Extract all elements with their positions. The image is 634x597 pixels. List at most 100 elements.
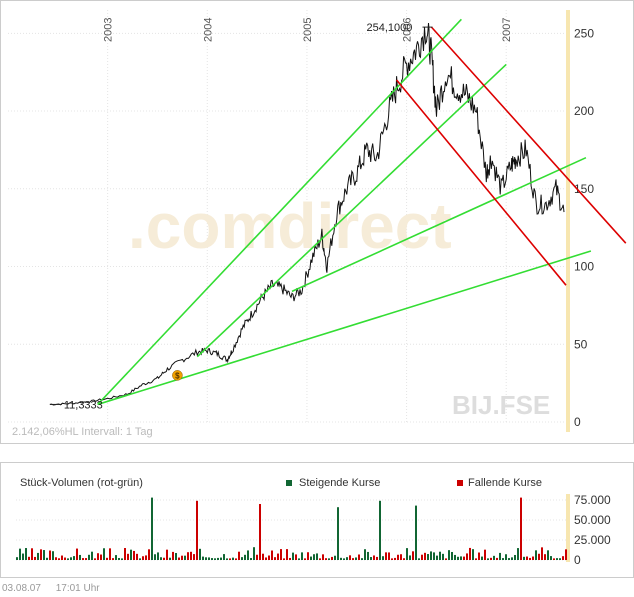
volume-bar	[493, 555, 495, 560]
volume-bar	[475, 558, 477, 560]
volume-bar	[163, 557, 165, 560]
volume-bar	[262, 553, 264, 560]
volume-bar	[541, 547, 543, 560]
volume-bar	[559, 558, 561, 560]
dividend-marker-icon	[172, 370, 183, 381]
volume-bar	[298, 558, 300, 560]
volume-bar	[538, 553, 540, 560]
volume-bar	[316, 553, 318, 560]
volume-bar	[547, 550, 549, 560]
y-tick-label: 0	[574, 415, 581, 429]
volume-bar	[286, 549, 288, 560]
volume-bar	[85, 558, 87, 560]
timestamp-footer: 03.08.07 17:01 Uhr	[2, 583, 112, 594]
footer-time: 17:01 Uhr	[55, 583, 100, 594]
volume-bar	[508, 558, 510, 560]
volume-bar	[448, 550, 450, 560]
volume-bar	[400, 554, 402, 560]
volume-bar	[484, 549, 486, 560]
volume-bar	[19, 548, 21, 560]
volume-bar	[490, 557, 492, 560]
volume-bar	[139, 558, 141, 560]
volume-bar	[292, 552, 294, 560]
volume-bar	[439, 551, 441, 560]
volume-bar	[562, 556, 564, 560]
volume-bar	[394, 557, 396, 560]
volume-bar	[355, 557, 357, 560]
symbol-label: BIJ.FSE	[452, 390, 550, 420]
volume-bar	[58, 558, 60, 560]
volume-bar	[271, 550, 273, 560]
volume-bar	[409, 555, 411, 560]
volume-bar	[406, 548, 408, 560]
volume-bar	[478, 552, 480, 560]
volume-bar	[214, 558, 216, 560]
volume-bar	[349, 555, 351, 560]
volume-bar	[460, 556, 462, 560]
volume-bar	[487, 558, 489, 560]
volume-bar	[451, 551, 453, 560]
volume-bar	[46, 557, 48, 560]
volume-bar	[181, 555, 183, 560]
volume-bar	[124, 548, 126, 560]
volume-bar	[172, 551, 174, 560]
volume-bar	[64, 557, 66, 560]
volume-bar	[91, 551, 93, 560]
volume-bar	[454, 554, 456, 560]
volume-bar	[472, 549, 474, 560]
volume-bar	[337, 507, 339, 560]
volume-bar	[499, 552, 501, 560]
volume-y-tick-label: 25.000	[574, 533, 611, 547]
volume-y-axis-ticks: 0 25.000 50.000 75.000	[574, 493, 611, 567]
dividend-marker[interactable]: $	[172, 370, 183, 381]
volume-bar	[76, 548, 78, 560]
volume-bar	[514, 554, 516, 560]
volume-bar	[304, 558, 306, 560]
volume-bar	[379, 500, 381, 560]
volume-bar	[61, 555, 63, 560]
volume-bar	[442, 553, 444, 560]
volume-bar	[445, 558, 447, 560]
volume-bar	[301, 552, 303, 560]
volume-bar	[16, 557, 18, 560]
dividend-marker-label: $	[175, 371, 180, 380]
volume-bar	[112, 558, 114, 560]
volume-bar	[70, 557, 72, 560]
volume-bar	[268, 555, 270, 560]
x-tick-label: 2005	[302, 18, 314, 42]
volume-bar	[523, 556, 525, 560]
volume-bar	[418, 558, 420, 560]
volume-bar	[100, 554, 102, 560]
volume-bar	[238, 551, 240, 560]
volume-bar	[94, 558, 96, 560]
volume-bar	[103, 548, 105, 560]
volume-bar	[343, 558, 345, 560]
volume-bar	[148, 549, 150, 560]
volume-bar	[280, 549, 282, 560]
volume-bar	[391, 558, 393, 560]
volume-bar	[202, 556, 204, 560]
volume-bar	[502, 558, 504, 560]
volume-bar	[232, 557, 234, 560]
trendlines	[97, 18, 627, 406]
volume-bar	[283, 558, 285, 560]
volume-bar	[367, 551, 369, 560]
volume-bar	[307, 552, 309, 560]
volume-bar	[226, 558, 228, 560]
volume-y-tick-label: 75.000	[574, 493, 611, 507]
volume-bar	[220, 557, 222, 560]
volume-bar	[397, 554, 399, 560]
price-chart: .comdirect BIJ.FSE 2.142,06%HL Intervall…	[0, 0, 634, 444]
volume-bar	[325, 558, 327, 560]
volume-bar	[223, 554, 225, 560]
volume-bar	[43, 550, 45, 560]
volume-bar	[187, 552, 189, 560]
volume-bar	[373, 555, 375, 560]
volume-bar	[49, 550, 51, 560]
volume-bar	[142, 556, 144, 560]
volume-bar	[364, 549, 366, 560]
volume-bar	[550, 556, 552, 560]
x-tick-label: 2006	[402, 18, 414, 42]
volume-bar	[295, 554, 297, 560]
volume-y-tick-label: 0	[574, 553, 581, 567]
